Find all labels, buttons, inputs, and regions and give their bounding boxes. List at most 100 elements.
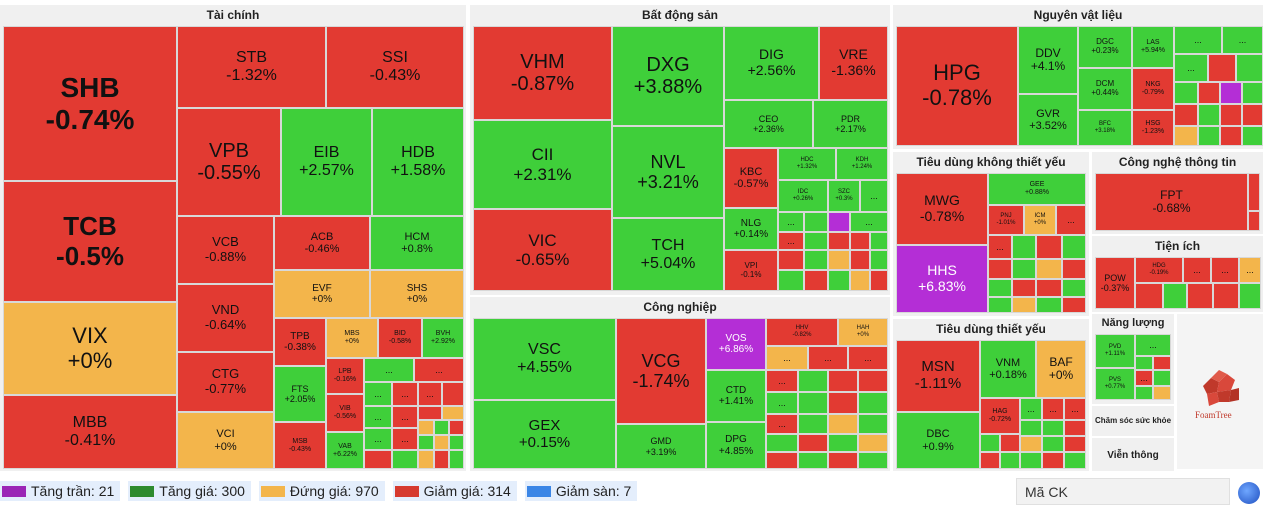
stock-tile-msn[interactable]: MSN -1.11%	[896, 340, 980, 412]
stock-tile-vci[interactable]: VCI +0%	[177, 412, 274, 469]
stock-tile-small[interactable]: ...	[778, 212, 804, 232]
stock-tile-small[interactable]	[1163, 283, 1187, 309]
stock-tile-small[interactable]	[858, 414, 888, 434]
stock-tile-small[interactable]	[798, 370, 828, 392]
stock-tile-small[interactable]: ...	[364, 428, 392, 450]
stock-tile-dpg[interactable]: DPG +4.85%	[706, 422, 766, 469]
legend-up[interactable]: Tăng giá: 300	[128, 481, 251, 501]
stock-tile-small[interactable]	[804, 232, 828, 250]
stock-tile-small[interactable]	[858, 392, 888, 414]
stock-tile-small[interactable]	[1208, 54, 1236, 82]
stock-tile-small[interactable]	[1174, 104, 1198, 126]
stock-tile-small[interactable]	[1213, 283, 1239, 309]
stock-tile-small[interactable]	[798, 452, 828, 469]
stock-tile-small[interactable]: ...	[778, 232, 804, 250]
stock-tile-small[interactable]	[418, 435, 434, 450]
stock-tile-dgc[interactable]: DGC +0.23%	[1078, 26, 1132, 68]
stock-tile-vcg[interactable]: VCG -1.74%	[616, 318, 706, 424]
stock-tile-small[interactable]	[858, 434, 888, 452]
stock-tile-hag[interactable]: HAG -0.72%	[980, 398, 1020, 434]
stock-tile-vre[interactable]: VRE -1.36%	[819, 26, 888, 100]
stock-tile-bfc[interactable]: BFC +3.18%	[1078, 110, 1132, 146]
stock-tile-small[interactable]	[1042, 436, 1064, 452]
stock-tile-small[interactable]	[858, 370, 888, 392]
stock-tile-cii[interactable]: CII +2.31%	[473, 120, 612, 209]
stock-tile-small[interactable]	[828, 370, 858, 392]
stock-tile-small[interactable]	[418, 406, 442, 420]
stock-tile-small[interactable]: ...	[988, 235, 1012, 259]
stock-tile-small[interactable]: ...	[392, 428, 418, 450]
stock-tile-mwg[interactable]: MWG -0.78%	[896, 173, 988, 245]
stock-tile-small[interactable]: ...	[418, 382, 442, 406]
stock-tile-evf[interactable]: EVF +0%	[274, 270, 370, 318]
stock-tile-small[interactable]	[778, 270, 804, 291]
stock-tile-vnm[interactable]: VNM +0.18%	[980, 340, 1036, 398]
stock-tile-small[interactable]	[1042, 452, 1064, 469]
stock-tile-dxg[interactable]: DXG +3.88%	[612, 26, 724, 126]
stock-tile-small[interactable]	[1135, 283, 1163, 309]
stock-tile-small[interactable]	[766, 452, 798, 469]
stock-tile-vnd[interactable]: VND -0.64%	[177, 284, 274, 352]
stock-tile-shb[interactable]: SHB -0.74%	[3, 26, 177, 181]
stock-tile-kbc[interactable]: KBC -0.57%	[724, 148, 778, 208]
stock-tile-small[interactable]: ...	[364, 382, 392, 406]
legend-ceiling[interactable]: Tăng trần: 21	[0, 481, 121, 501]
stock-tile-ctg[interactable]: CTG -0.77%	[177, 352, 274, 412]
stock-tile-small[interactable]	[1020, 420, 1042, 436]
stock-tile-small[interactable]: ...	[364, 406, 392, 428]
stock-tile-hpg[interactable]: HPG -0.78%	[896, 26, 1018, 146]
stock-tile-small[interactable]	[828, 212, 850, 232]
stock-tile-small[interactable]	[1020, 452, 1042, 469]
stock-tile-dcm[interactable]: DCM +0.44%	[1078, 68, 1132, 110]
stock-tile-small[interactable]	[1064, 436, 1086, 452]
stock-tile-small[interactable]	[1198, 126, 1220, 146]
stock-tile-dig[interactable]: DIG +2.56%	[724, 26, 819, 100]
stock-tile-small[interactable]	[364, 450, 392, 469]
stock-tile-small[interactable]	[798, 392, 828, 414]
stock-tile-gex[interactable]: GEX +0.15%	[473, 400, 616, 469]
stock-tile-szc[interactable]: SZC +0.3%	[828, 180, 860, 212]
stock-tile-bid[interactable]: BID -0.58%	[378, 318, 422, 358]
stock-tile-small[interactable]	[828, 434, 858, 452]
stock-tile-small[interactable]: ...	[848, 346, 888, 370]
stock-tile-vix[interactable]: VIX +0%	[3, 302, 177, 395]
stock-tile-small[interactable]	[442, 406, 464, 420]
stock-tile-small[interactable]	[1064, 420, 1086, 436]
stock-tile-small[interactable]	[1062, 235, 1086, 259]
stock-tile-small[interactable]	[1220, 82, 1242, 104]
stock-tile-small[interactable]	[1135, 356, 1153, 370]
stock-tile-small[interactable]	[1153, 386, 1171, 400]
stock-tile-bvh[interactable]: BVH +2.92%	[422, 318, 464, 358]
stock-tile-pnj[interactable]: PNJ -1.01%	[988, 205, 1024, 235]
stock-tile-small[interactable]	[1135, 386, 1153, 400]
stock-tile-hhs[interactable]: HHS +6.83%	[896, 245, 988, 313]
stock-tile-small[interactable]: ...	[808, 346, 848, 370]
stock-tile-hsg[interactable]: HSG -1.23%	[1132, 110, 1174, 146]
stock-tile-small[interactable]: ...	[1064, 398, 1086, 420]
stock-tile-small[interactable]	[778, 250, 804, 270]
stock-tile-small[interactable]	[1012, 259, 1036, 279]
stock-tile-small[interactable]	[798, 434, 828, 452]
stock-tile-kdh[interactable]: KDH +1.24%	[836, 148, 888, 180]
stock-tile-gee[interactable]: GEE +0.88%	[988, 173, 1086, 205]
stock-tile-small[interactable]: ...	[1056, 205, 1086, 235]
stock-tile-pvd[interactable]: PVD +1.11%	[1095, 334, 1135, 368]
legend-down[interactable]: Giảm giá: 314	[392, 481, 517, 501]
stock-tile-idc[interactable]: IDC +0.26%	[778, 180, 828, 212]
stock-tile-small[interactable]	[392, 450, 418, 469]
stock-tile-small[interactable]: ...	[1174, 54, 1208, 82]
legend-floor[interactable]: Giảm sàn: 7	[524, 481, 638, 501]
stock-tile-small[interactable]	[1242, 104, 1263, 126]
stock-tile-vsc[interactable]: VSC +4.55%	[473, 318, 616, 400]
stock-tile-small[interactable]	[1062, 297, 1086, 313]
stock-tile-small[interactable]	[449, 435, 464, 450]
stock-tile-eib[interactable]: EIB +2.57%	[281, 108, 372, 216]
stock-tile-small[interactable]	[1042, 420, 1064, 436]
legend-flat[interactable]: Đứng giá: 970	[258, 481, 385, 501]
stock-tile-small[interactable]	[434, 450, 449, 469]
stock-tile-vpb[interactable]: VPB -0.55%	[177, 108, 281, 216]
stock-tile-small[interactable]	[804, 212, 828, 232]
stock-tile-small[interactable]: ...	[1222, 26, 1263, 54]
stock-tile-small[interactable]	[1220, 126, 1242, 146]
stock-tile-vhm[interactable]: VHM -0.87%	[473, 26, 612, 120]
